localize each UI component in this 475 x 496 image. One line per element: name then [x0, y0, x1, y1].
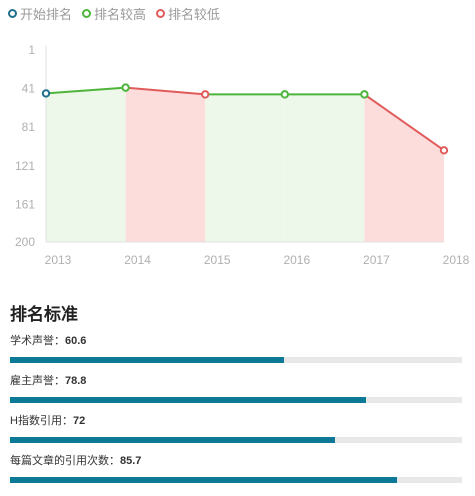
series-line-segment: [45, 86, 126, 95]
metric-bar-track: [10, 477, 462, 483]
y-tick-label: 121: [15, 159, 35, 173]
metric-label-row: H指数引用：72: [10, 414, 462, 428]
legend-label-higher: 排名较高: [94, 7, 147, 22]
legend-item-lower[interactable]: 排名较低: [156, 4, 220, 23]
metric-employer-reputation: 雇主声誉：78.8: [10, 374, 462, 403]
x-tick-label: 2016: [283, 253, 310, 267]
legend-label-start: 开始排名: [20, 7, 73, 22]
metric-label: H指数引用：: [10, 415, 73, 427]
metric-label: 雇主声誉：: [10, 375, 65, 387]
x-tick-label: 2018: [443, 253, 470, 267]
area-segment: [364, 94, 444, 242]
data-point: [439, 146, 449, 155]
metric-bar-fill: [10, 357, 284, 363]
legend-label-lower: 排名较低: [168, 7, 221, 22]
metric-bar-fill: [10, 397, 367, 403]
y-tick-label: 1: [28, 43, 35, 57]
section-title: 排名标准: [10, 305, 78, 324]
data-point: [360, 90, 369, 99]
metric-bar-track: [10, 437, 462, 443]
metric-label-row: 雇主声誉：78.8: [10, 374, 462, 388]
data-point: [41, 89, 51, 98]
legend-marker-start: [8, 9, 17, 18]
data-point: [280, 90, 289, 99]
data-point: [201, 90, 210, 99]
area-segment: [284, 94, 365, 242]
x-tick-label: 2014: [124, 253, 151, 267]
metric-label: 学术声誉：: [10, 335, 65, 347]
metric-bar-track: [10, 397, 462, 403]
metric-bar-fill: [10, 437, 336, 443]
area-segment: [46, 87, 126, 242]
y-tick-label: 200: [15, 235, 35, 249]
x-tick-label: 2015: [204, 253, 231, 267]
series-line-segment: [363, 93, 445, 152]
legend-marker-lower: [156, 9, 166, 18]
metric-bar-fill: [10, 477, 398, 483]
metric-value: 85.7: [120, 455, 142, 467]
metric-bar-track: [10, 357, 462, 363]
metric-label: 每篇文章的引用次数：: [10, 455, 120, 467]
area-segment: [125, 87, 206, 242]
y-tick-label: 41: [22, 82, 36, 96]
metric-h-index: H指数引用：72: [10, 414, 462, 443]
y-tick-label: 81: [22, 120, 36, 134]
y-tick-label: 161: [15, 197, 35, 211]
metric-value: 78.8: [65, 375, 87, 387]
metric-academic-reputation: 学术声誉：60.6: [10, 334, 462, 363]
metric-citations-per-paper: 每篇文章的引用次数：85.7: [10, 454, 462, 483]
area-segment: [205, 94, 285, 242]
ranking-line-chart: 1 41 81 121 161 200 2013 2014 2015 2016 2017 2018: [15, 43, 470, 267]
metric-label-row: 每篇文章的引用次数：85.7: [10, 454, 462, 468]
legend-item-start[interactable]: 开始排名: [8, 4, 72, 23]
metric-value: 72: [72, 415, 86, 427]
x-tick-label: 2017: [363, 253, 390, 267]
chart-legend: 开始排名 排名较高 排名较低: [8, 4, 220, 23]
legend-marker-higher: [82, 9, 92, 18]
legend-item-higher[interactable]: 排名较高: [82, 4, 146, 23]
series-line-segment: [125, 86, 206, 96]
data-point: [121, 83, 130, 92]
metric-value: 60.6: [65, 335, 87, 347]
x-tick-label: 2013: [45, 253, 72, 267]
metric-label-row: 学术声誉：60.6: [10, 334, 462, 348]
